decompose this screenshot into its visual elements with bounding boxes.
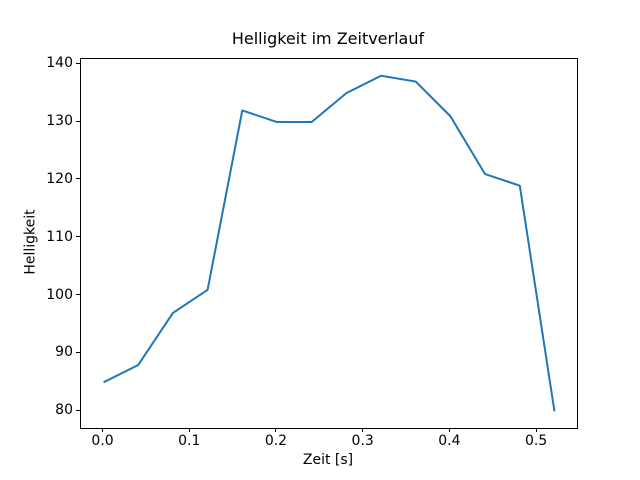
y-tick-label: 140 — [46, 55, 73, 72]
y-tick-label: 120 — [46, 170, 73, 187]
x-tick-label: 0.3 — [351, 433, 374, 449]
x-tick-label: 0.5 — [524, 433, 548, 449]
y-tick-mark — [76, 351, 80, 353]
y-tick-mark — [76, 236, 80, 238]
x-axis-label: Zeit [s] — [302, 452, 354, 468]
y-tick-label: 90 — [55, 344, 73, 361]
y-tick-mark — [76, 62, 80, 64]
y-tick-label: 130 — [46, 113, 73, 130]
x-tick-label: 0.0 — [91, 433, 114, 449]
line-series-svg — [103, 74, 556, 412]
x-tick-mark — [448, 428, 450, 432]
x-tick-mark — [362, 428, 364, 432]
x-tick-mark — [102, 428, 104, 432]
x-tick-label: 0.2 — [264, 433, 288, 449]
y-tick-mark — [76, 294, 80, 296]
plot-area — [80, 58, 578, 429]
x-tick-mark — [275, 428, 277, 432]
y-tick-label: 80 — [55, 402, 73, 419]
y-tick-label: 110 — [46, 228, 73, 245]
y-tick-mark — [76, 178, 80, 180]
chart-title: Helligkeit im Zeitverlauf — [231, 29, 425, 48]
y-tick-mark — [76, 120, 80, 122]
x-tick-mark — [535, 428, 537, 432]
x-tick-label: 0.1 — [178, 433, 201, 449]
brightness-line — [103, 74, 556, 412]
x-tick-mark — [188, 428, 190, 432]
x-tick-label: 0.4 — [438, 433, 461, 449]
y-tick-label: 100 — [46, 286, 73, 303]
y-tick-mark — [76, 409, 80, 411]
